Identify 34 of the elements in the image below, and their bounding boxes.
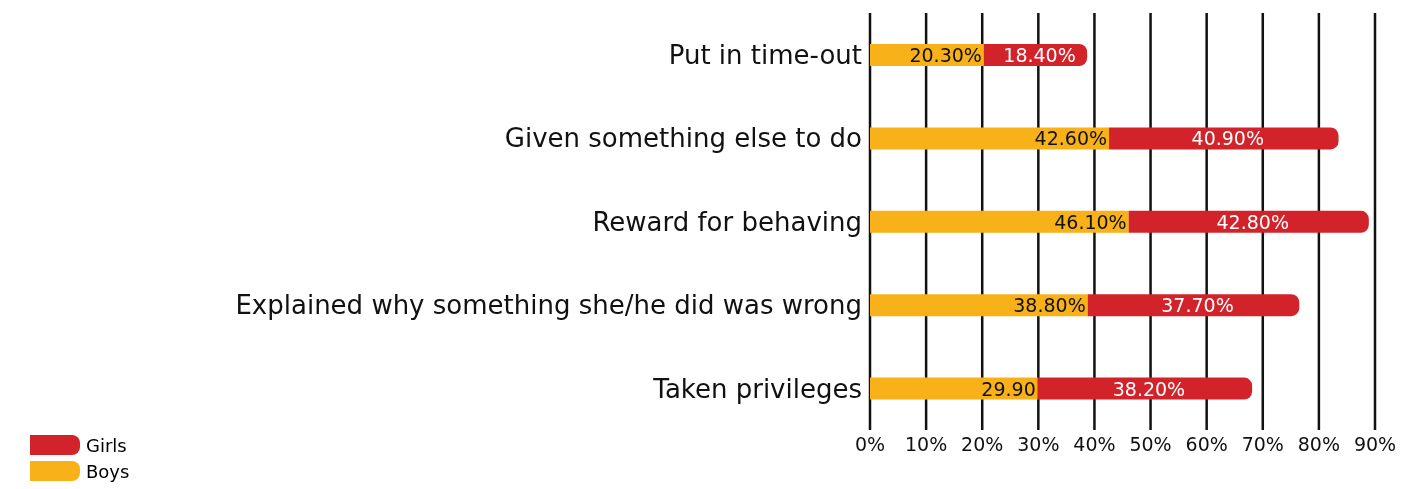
- y-tick-label: Taken privileges: [652, 373, 862, 404]
- y-tick-label: Explained why something she/he did was wrong: [235, 290, 862, 321]
- data-label: 38.80%: [1013, 294, 1086, 317]
- bar: [1087, 294, 1300, 317]
- x-tick-label: 0%: [854, 433, 886, 456]
- bar: [870, 377, 1038, 400]
- data-label: 18.40%: [1003, 44, 1076, 66]
- y-tick-label: Given something else to do: [504, 123, 862, 154]
- x-tick-label: 80%: [1297, 433, 1341, 456]
- data-label: 37.70%: [1161, 294, 1234, 317]
- bar: [870, 127, 1110, 150]
- data-label: 38.20%: [1112, 377, 1186, 400]
- x-tick-label: 70%: [1241, 433, 1284, 456]
- data-label: 42.60%: [1034, 127, 1108, 150]
- x-tick-label: 60%: [1185, 433, 1228, 456]
- y-tick-label: Put in time-out: [668, 39, 862, 70]
- bar: [1109, 127, 1339, 150]
- data-label: 20.30%: [909, 44, 982, 66]
- data-label: 29.90: [981, 377, 1036, 400]
- x-tick-label: 10%: [904, 433, 948, 456]
- data-label: 42.80%: [1216, 210, 1289, 233]
- bar: [1128, 210, 1369, 233]
- bar: [870, 210, 1129, 233]
- x-tick-label: 20%: [961, 433, 1004, 456]
- legend-label: Girls: [86, 434, 127, 456]
- x-tick-label: 90%: [1353, 433, 1397, 456]
- legend-label: Boys: [86, 460, 130, 482]
- bar: [1037, 377, 1253, 400]
- y-tick-label: Reward for behaving: [592, 206, 862, 237]
- x-tick-label: 30%: [1017, 433, 1060, 456]
- data-label: 46.10%: [1054, 210, 1127, 233]
- x-tick-label: 50%: [1129, 433, 1172, 456]
- data-label: 40.90%: [1191, 127, 1265, 150]
- x-tick-label: 40%: [1073, 433, 1116, 456]
